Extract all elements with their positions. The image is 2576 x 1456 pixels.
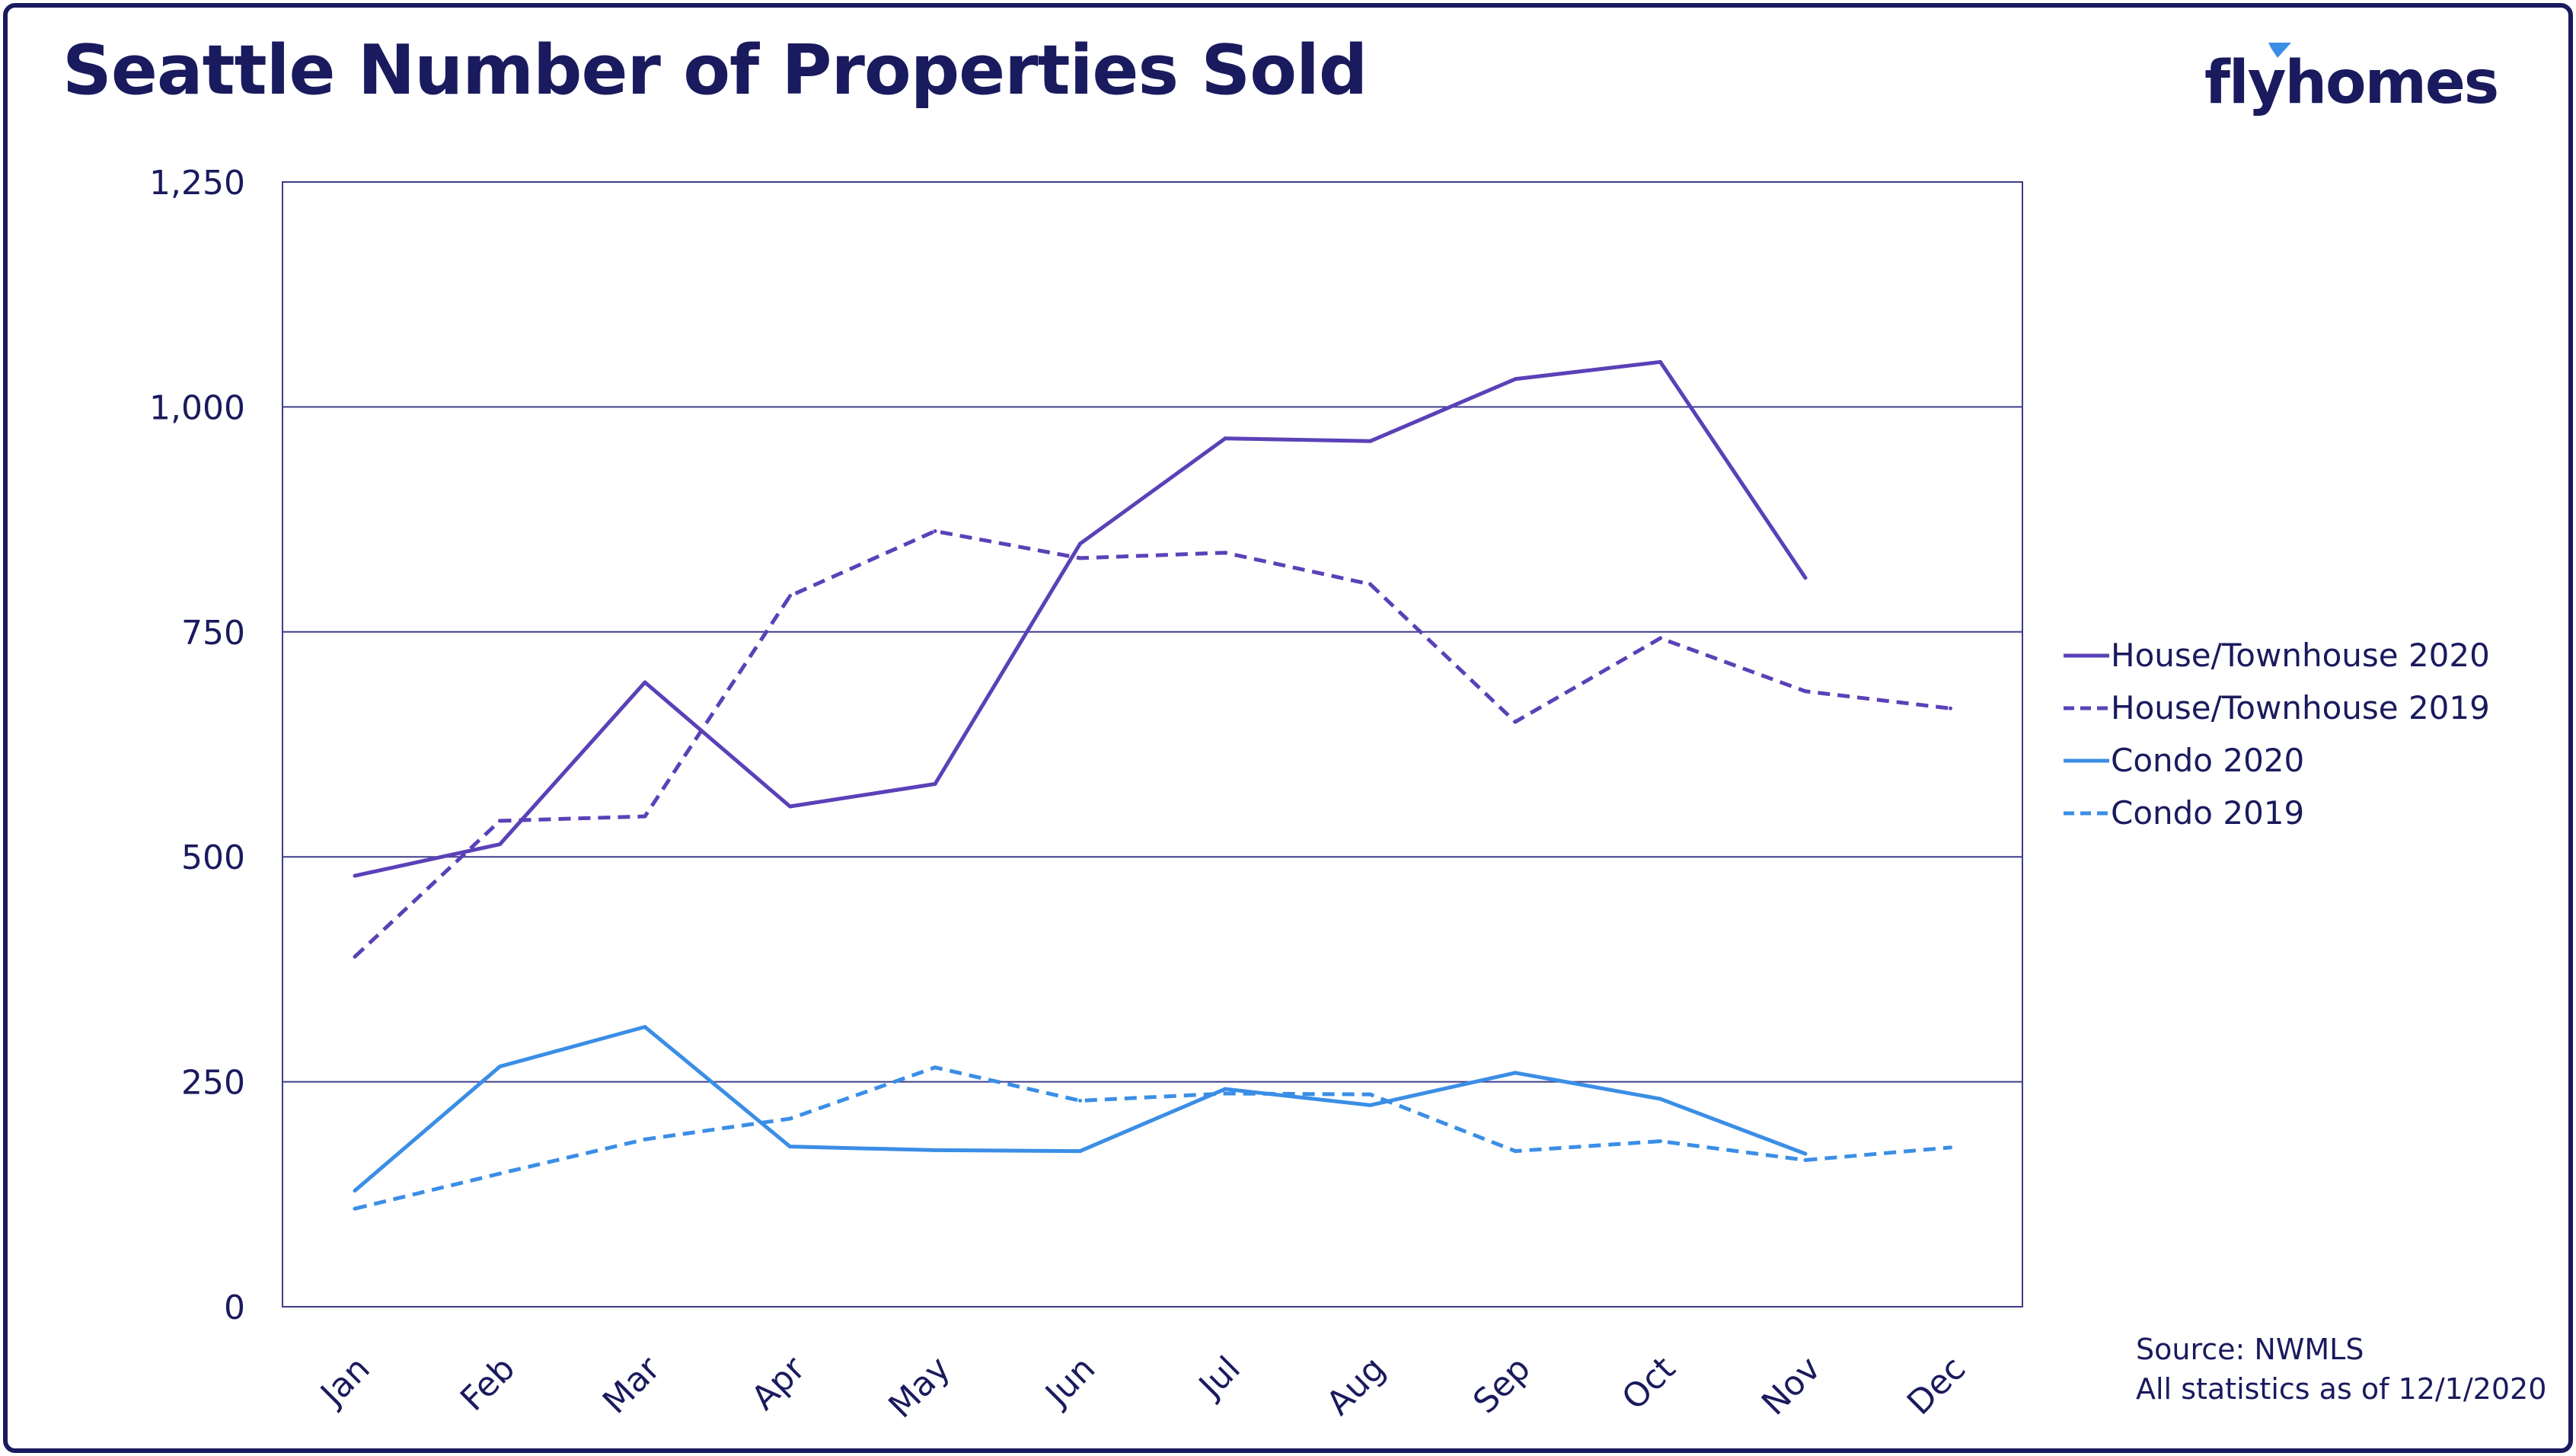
data-point	[643, 680, 647, 685]
data-point	[788, 1145, 792, 1149]
data-point	[643, 1137, 647, 1141]
legend-label: Condo 2019	[2111, 794, 2305, 832]
data-point	[1803, 576, 1808, 580]
data-point	[643, 1025, 647, 1030]
x-tick-label: Oct	[1614, 1349, 1683, 1418]
x-tick-label: Sep	[1466, 1349, 1538, 1422]
data-point	[1949, 1145, 1952, 1150]
data-point	[933, 781, 937, 786]
logo-flag-icon	[2268, 43, 2291, 58]
data-point	[1803, 1157, 1808, 1162]
x-tick-label: Dec	[1900, 1349, 1973, 1422]
logo-text: flyhomes	[2204, 49, 2499, 117]
data-point	[353, 954, 357, 959]
data-point	[1078, 556, 1082, 560]
data-point	[1803, 689, 1808, 694]
x-tick-label: Aug	[1319, 1349, 1393, 1423]
data-point	[1513, 1071, 1518, 1075]
legend-swatch-house-2019	[2064, 706, 2109, 710]
x-tick-label: Jul	[1190, 1349, 1248, 1407]
series-line-2	[353, 1025, 1806, 1193]
data-point	[353, 873, 357, 878]
data-point	[353, 1206, 357, 1211]
legend-item-house-2020: House/Townhouse 2020	[2064, 629, 2490, 682]
chart-title: Seattle Number of Properties Sold	[62, 30, 1368, 110]
data-point	[498, 819, 502, 823]
data-point	[1949, 706, 1952, 710]
data-point	[498, 842, 502, 847]
data-point	[1658, 636, 1662, 640]
gridlines	[282, 406, 2022, 1083]
data-point	[353, 1189, 357, 1193]
data-point	[498, 1171, 502, 1176]
data-point	[933, 1065, 937, 1070]
data-point	[1658, 1097, 1662, 1101]
x-axis-ticks: Jan Feb Mar Apr May Jun Jul Aug Sep Oct Nov Dec	[312, 1349, 1974, 1426]
as-of-text: All statistics as of 12/1/2020	[2136, 1372, 2547, 1406]
data-point	[1368, 1103, 1372, 1107]
series-lines	[353, 359, 1952, 1211]
data-point	[933, 1148, 937, 1152]
plot-area-border	[282, 181, 2023, 1308]
x-tick-label: Jan	[312, 1349, 378, 1415]
legend-swatch-condo-2019	[2064, 811, 2109, 815]
data-point	[1368, 1092, 1372, 1097]
data-point	[1513, 377, 1518, 382]
x-tick-label: Apr	[744, 1349, 813, 1418]
x-tick-label: May	[881, 1349, 957, 1426]
flyhomes-logo: flyhomes	[2204, 38, 2499, 129]
y-tick-label: 1,000	[149, 388, 245, 427]
y-tick-label: 0	[224, 1288, 245, 1327]
chart-legend: House/Townhouse 2020 House/Townhouse 201…	[2064, 629, 2490, 839]
data-point	[1513, 720, 1518, 724]
data-point	[1368, 582, 1372, 586]
data-point	[788, 804, 792, 809]
data-point	[1223, 1091, 1227, 1096]
data-point	[1223, 551, 1227, 555]
data-point	[1368, 439, 1372, 443]
data-point	[933, 528, 937, 533]
x-tick-label: Mar	[595, 1349, 668, 1421]
chart-frame	[3, 3, 2573, 1453]
data-point	[1803, 1151, 1808, 1156]
source-text: Source: NWMLS	[2136, 1333, 2364, 1366]
data-point	[1223, 436, 1227, 441]
data-point	[1223, 1087, 1227, 1091]
legend-label: Condo 2020	[2111, 742, 2305, 779]
data-point	[1078, 541, 1082, 546]
data-point	[643, 814, 647, 819]
data-point	[788, 594, 792, 599]
legend-item-condo-2019: Condo 2019	[2064, 787, 2490, 839]
data-point	[1658, 359, 1662, 364]
legend-item-condo-2020: Condo 2020	[2064, 734, 2490, 787]
data-point	[498, 1065, 502, 1069]
data-point	[788, 1116, 792, 1121]
data-point	[1078, 1149, 1082, 1154]
data-point	[1513, 1149, 1518, 1154]
data-point	[1658, 1139, 1662, 1144]
y-axis-ticks: 0 250 500 750 1,000 1,250	[149, 164, 245, 1327]
y-tick-label: 750	[181, 614, 245, 653]
y-tick-label: 250	[181, 1064, 245, 1103]
series-line-1	[353, 528, 1951, 959]
legend-item-house-2019: House/Townhouse 2019	[2064, 682, 2490, 734]
x-tick-label: Jun	[1036, 1349, 1103, 1416]
y-tick-label: 1,250	[149, 164, 245, 203]
x-tick-label: Feb	[453, 1349, 522, 1419]
data-point	[1078, 1098, 1082, 1103]
x-tick-label: Nov	[1754, 1349, 1828, 1423]
y-tick-label: 500	[181, 838, 245, 877]
series-line-0	[354, 359, 1808, 878]
series-line-3	[354, 1065, 1951, 1211]
legend-label: House/Townhouse 2020	[2111, 637, 2490, 674]
legend-swatch-house-2020	[2064, 653, 2109, 657]
legend-label: House/Townhouse 2019	[2111, 689, 2490, 726]
legend-swatch-condo-2020	[2064, 758, 2109, 762]
source-note: Source: NWMLS All statistics as of 12/1/…	[2136, 1330, 2546, 1409]
